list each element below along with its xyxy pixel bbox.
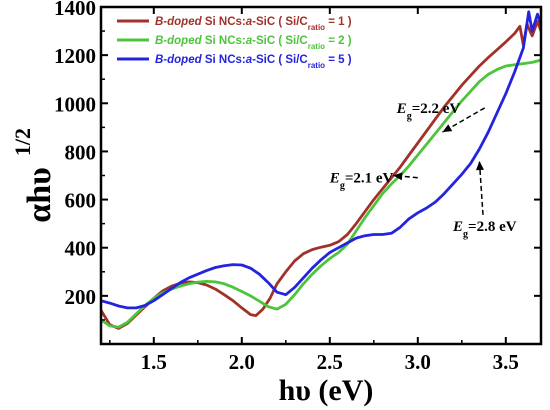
axis-ticks: 1.5 2.0 2.5 3.0 3.5 200 400 600 800 1000 1200 1400 [54, 0, 541, 374]
x-tick-label: 2.5 [317, 350, 343, 374]
annotation-arrowhead [393, 172, 403, 181]
annotation-label: Eg=2.1 eV [329, 171, 394, 192]
y-tick-label: 200 [65, 285, 97, 309]
y-tick-label: 1000 [54, 92, 96, 116]
annotations: Eg=2.2 eV Eg=2.1 eV Eg=2.8 eV [329, 101, 517, 239]
y-axis-title-main: αhυ [21, 167, 58, 223]
x-tick-label: 3.0 [405, 350, 431, 374]
series-curves [101, 10, 541, 330]
annotation-label: Eg=2.2 eV [396, 101, 461, 122]
annotation-arrowhead [476, 161, 484, 171]
legend-label: B-doped Si NCs:a-SiC ( Si/Cratio = 5 ) [155, 54, 352, 70]
series-line-3 [101, 10, 541, 310]
y-tick-label: 800 [65, 140, 97, 164]
y-tick-label: 600 [65, 189, 97, 213]
annotation-eg-2: Eg=2.1 eV [329, 171, 418, 192]
y-tick-label: 1400 [54, 0, 96, 20]
x-tick-label: 1.5 [141, 350, 167, 374]
legend-label: B-doped Si NCs:a-SiC ( Si/Cratio = 2 ) [155, 35, 352, 51]
x-tick-label: 3.5 [493, 350, 519, 374]
legend: B-doped Si NCs:a-SiC ( Si/Cratio = 1 ) B-… [117, 16, 352, 70]
x-axis-title: hυ (eV) [279, 374, 374, 407]
y-axis-title-superscript: 1/2 [10, 128, 35, 156]
annotation-eg-3: Eg=2.8 eV [452, 161, 517, 239]
legend-label: B-doped Si NCs:a-SiC ( Si/Cratio = 1 ) [155, 16, 352, 32]
annotation-eg-1: Eg=2.2 eV [396, 101, 486, 133]
y-tick-label: 400 [65, 237, 97, 261]
y-axis-title: αhυ 1/2 [10, 128, 58, 223]
annotation-arrowhead [442, 124, 453, 133]
annotation-label: Eg=2.8 eV [452, 219, 517, 240]
y-tick-label: 1200 [54, 44, 96, 68]
x-tick-label: 2.0 [229, 350, 255, 374]
